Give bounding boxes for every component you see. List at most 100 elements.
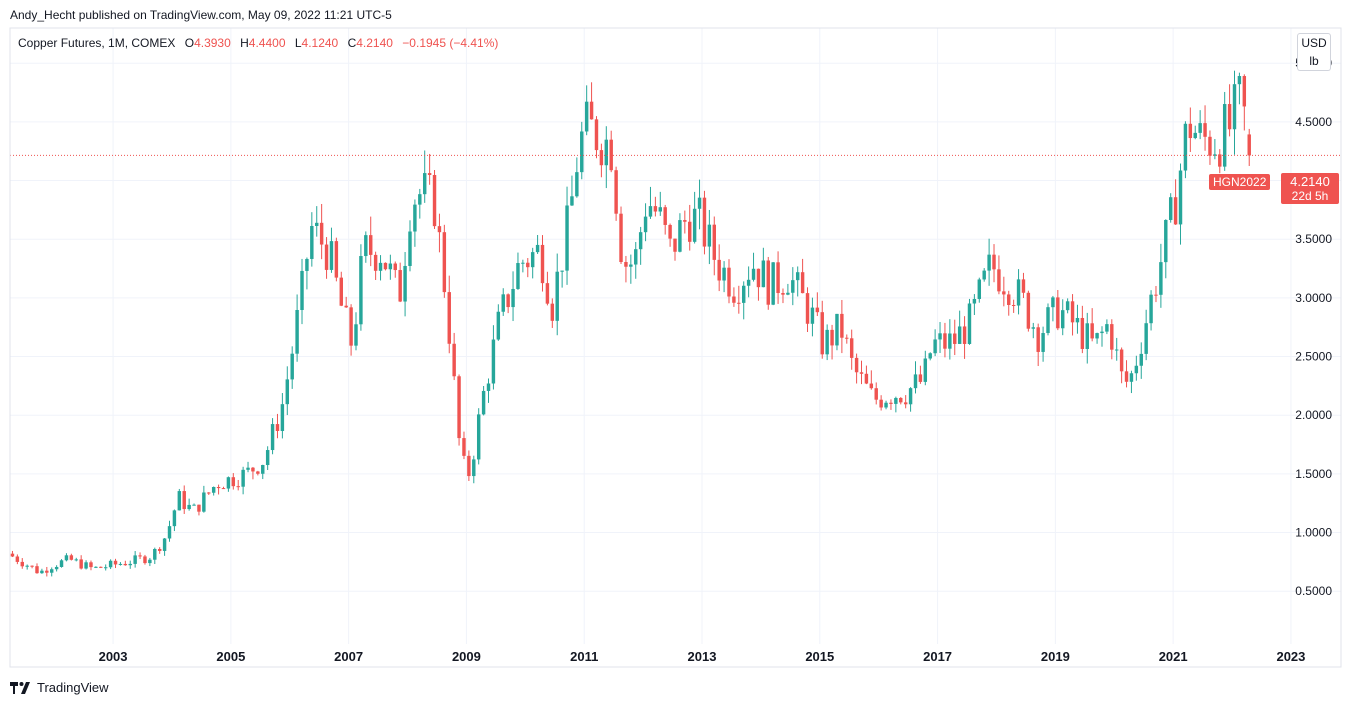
y-tick-label: 0.5000: [1295, 584, 1332, 598]
candle-body: [138, 555, 142, 557]
candle-body: [89, 562, 93, 568]
candle-body: [530, 252, 535, 268]
candle-body: [511, 288, 515, 308]
candle-body: [378, 262, 383, 271]
candle-body: [1036, 327, 1040, 352]
candle-body: [1208, 136, 1212, 156]
candle-body: [1105, 324, 1109, 332]
candle-body: [295, 310, 299, 354]
candle-body: [172, 510, 177, 527]
candle-body: [1154, 294, 1158, 296]
candle-body: [133, 555, 137, 564]
candle-body: [1046, 307, 1050, 334]
candle-body: [1061, 310, 1065, 329]
candle-body: [1232, 84, 1237, 130]
candle-body: [913, 374, 918, 389]
candle-body: [614, 170, 618, 214]
candle-body: [938, 333, 942, 340]
high-value: 4.4400: [248, 36, 286, 50]
candle-body: [103, 567, 108, 569]
candle-body: [545, 283, 550, 304]
low-value: 4.1240: [301, 36, 339, 50]
candle-body: [761, 260, 766, 288]
symbol-title[interactable]: Copper Futures, 1M, COMEX: [18, 36, 176, 50]
candle-body: [462, 438, 466, 456]
candle-body: [231, 477, 236, 487]
candle-body: [506, 294, 510, 308]
candle-body: [830, 329, 834, 346]
y-tick-label: 4.5000: [1295, 115, 1332, 129]
candle-body: [285, 379, 290, 405]
candle-body: [781, 293, 785, 295]
candle-body: [69, 555, 74, 560]
candle-body: [476, 414, 481, 460]
candle-body: [54, 566, 59, 570]
candle-body: [737, 302, 741, 304]
candle-body: [246, 467, 250, 470]
candle-body: [30, 565, 34, 567]
candle-body: [1213, 154, 1217, 156]
y-axis[interactable]: 5.00004.50004.00003.50003.00002.50002.00…: [1295, 56, 1332, 598]
candle-body: [535, 244, 540, 253]
candle-body: [1183, 123, 1188, 171]
candle-body: [315, 222, 319, 226]
candle-body: [20, 561, 24, 567]
last-price-value: 4.2140: [1290, 174, 1330, 189]
candle-body: [1070, 301, 1075, 323]
candle-body: [403, 265, 407, 302]
candle-body: [1149, 294, 1153, 324]
tradingview-logo-icon: [10, 681, 30, 694]
candle-body: [707, 224, 712, 247]
x-tick-label: 2005: [216, 649, 245, 664]
candle-body: [1085, 323, 1089, 349]
candle-body: [319, 222, 324, 245]
candle-body: [1247, 134, 1251, 156]
candle-body: [207, 492, 211, 494]
candle-body: [526, 262, 530, 268]
candle-body: [908, 388, 913, 405]
candle-body: [957, 326, 962, 344]
candle-body: [746, 279, 751, 286]
candle-body: [884, 402, 888, 408]
candles: [10, 70, 1251, 577]
candle-body: [1164, 219, 1168, 263]
candle-body: [943, 333, 947, 349]
x-axis[interactable]: 2003 2005 2007 2009 2011 2013 2015 2017 2019 2021…: [99, 649, 1306, 664]
candle-body: [437, 226, 442, 233]
unit-button[interactable]: lb: [1297, 52, 1331, 71]
currency-button[interactable]: USD: [1297, 33, 1331, 53]
candle-body: [840, 313, 844, 338]
candle-body: [216, 487, 221, 489]
x-tick-label: 2007: [334, 649, 363, 664]
candle-body: [310, 225, 314, 259]
candle-body: [64, 555, 69, 561]
candle-body: [1193, 132, 1197, 139]
candle-body: [1168, 197, 1173, 220]
high-label: H: [240, 36, 249, 50]
candle-body: [550, 303, 555, 321]
candle-body: [678, 220, 682, 252]
candle-body: [275, 424, 280, 431]
candle-body: [673, 238, 677, 252]
candle-body: [1119, 349, 1124, 372]
candle-body: [1178, 170, 1183, 225]
x-tick-label: 2015: [805, 649, 834, 664]
candle-body: [638, 232, 643, 250]
candle-body: [1188, 123, 1193, 139]
x-tick-label: 2017: [923, 649, 952, 664]
candle-body: [74, 559, 78, 561]
candle-body: [408, 231, 412, 266]
candle-body: [972, 298, 977, 304]
candle-body: [1139, 353, 1143, 366]
candle-body: [1110, 324, 1114, 350]
candle-body: [805, 293, 810, 324]
candle-body: [280, 404, 285, 431]
candle-body: [717, 259, 721, 281]
candle-body: [894, 397, 898, 404]
candle-body: [795, 272, 800, 281]
tradingview-logo[interactable]: TradingView: [10, 680, 109, 695]
candle-body: [575, 172, 579, 197]
candle-body: [516, 263, 520, 289]
candle-body: [815, 307, 820, 313]
